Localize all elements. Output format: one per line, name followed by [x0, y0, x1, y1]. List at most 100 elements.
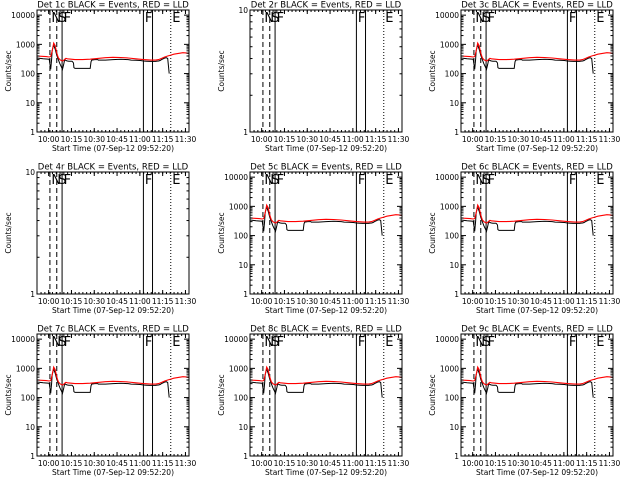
plot-area: NSFFE	[461, 334, 613, 456]
y-tick-label: 10000	[435, 335, 459, 344]
y-tick-label: 10	[25, 423, 35, 432]
x-tick-label: 10:30	[507, 135, 529, 144]
panel-title: Det 3c BLACK = Events, RED = LLD	[461, 1, 613, 11]
marker-label: E	[596, 173, 604, 188]
panel-7: Det 7c BLACK = Events, RED = LLDNSFFE10:…	[4, 325, 196, 478]
y-tick-label: 100	[445, 394, 460, 403]
events-series-line	[37, 367, 170, 398]
x-tick-label: 10:15	[485, 459, 507, 468]
y-tick-label: 10000	[224, 335, 248, 344]
marker-label: F	[569, 335, 576, 350]
x-tick-label: 11:00	[553, 135, 575, 144]
panel-8: Det 8c BLACK = Events, RED = LLDNSFFE10:…	[217, 325, 409, 478]
x-tick-label: 10:15	[274, 297, 296, 306]
x-tick-label: 11:15	[152, 297, 174, 306]
x-tick-label: 11:30	[599, 135, 621, 144]
x-tick-label: 11:00	[129, 135, 151, 144]
y-axis-label: Counts/sec	[4, 374, 13, 415]
panel-title: Det 7c BLACK = Events, RED = LLD	[37, 325, 189, 335]
plot-frame	[249, 9, 403, 133]
x-tick-label: 10:00	[38, 459, 60, 468]
x-tick-label: 10:00	[251, 459, 273, 468]
marker-label: F	[569, 11, 576, 26]
marker-label: F	[277, 11, 284, 26]
y-tick-label: 1	[30, 290, 35, 299]
x-tick-label: 11:15	[576, 459, 598, 468]
y-tick-label: 1	[454, 452, 459, 461]
x-tick-label: 11:30	[599, 459, 621, 468]
marker-label: F	[358, 335, 365, 350]
y-tick-label: 10	[25, 168, 35, 177]
x-tick-label: 10:45	[530, 135, 552, 144]
plot-area: NSFFE	[37, 10, 189, 132]
y-tick-label: 10	[449, 423, 459, 432]
y-tick-label: 10	[238, 261, 248, 270]
lld-series-line	[37, 365, 189, 386]
x-tick-label: 10:30	[83, 459, 105, 468]
lld-series-line	[461, 203, 613, 224]
marker-label: F	[277, 173, 284, 188]
x-axis-label: Start Time (07-Sep-12 09:52:20)	[265, 144, 387, 153]
x-tick-label: 10:00	[251, 135, 273, 144]
x-axis-label: Start Time (07-Sep-12 09:52:20)	[476, 306, 598, 315]
plot-area: NSFFE	[250, 334, 402, 456]
y-tick-label: 10000	[435, 173, 459, 182]
x-tick-label: 10:15	[61, 459, 83, 468]
plot-frame	[36, 333, 190, 457]
y-tick-label: 1000	[440, 202, 459, 211]
panel-title: Det 9c BLACK = Events, RED = LLD	[461, 325, 613, 335]
y-tick-label: 1	[30, 452, 35, 461]
x-tick-label: 11:30	[175, 135, 197, 144]
y-tick-label: 1	[454, 128, 459, 137]
panel-title: Det 5c BLACK = Events, RED = LLD	[250, 163, 402, 173]
panel-title: Det 4r BLACK = Events, RED = LLD	[38, 163, 189, 173]
y-tick-label: 100	[21, 70, 36, 79]
y-axis-label: Counts/sec	[217, 50, 226, 91]
x-tick-label: 11:30	[599, 297, 621, 306]
plot-frame	[36, 9, 190, 133]
panel-2: Det 2r BLACK = Events, RED = LLDNSFFE10:…	[217, 1, 409, 154]
y-tick-label: 10	[25, 99, 35, 108]
panel-title: Det 1c BLACK = Events, RED = LLD	[37, 1, 189, 11]
x-tick-label: 10:15	[274, 135, 296, 144]
x-tick-label: 11:15	[152, 459, 174, 468]
x-axis-label: Start Time (07-Sep-12 09:52:20)	[476, 144, 598, 153]
x-tick-label: 11:15	[365, 459, 387, 468]
y-tick-label: 1	[30, 128, 35, 137]
y-axis-label: Counts/sec	[4, 212, 13, 253]
x-tick-label: 10:00	[462, 135, 484, 144]
events-series-line	[461, 205, 594, 236]
x-tick-label: 10:45	[106, 297, 128, 306]
x-tick-label: 11:30	[175, 297, 197, 306]
plot-area: NSFFE	[250, 172, 402, 294]
marker-label: E	[385, 11, 393, 26]
marker-label: F	[145, 335, 152, 350]
x-tick-label: 10:00	[38, 297, 60, 306]
x-tick-label: 10:45	[319, 459, 341, 468]
marker-label: F	[569, 173, 576, 188]
x-tick-label: 11:15	[576, 297, 598, 306]
plot-frame	[249, 171, 403, 295]
lld-series-line	[461, 41, 613, 62]
x-tick-label: 11:30	[388, 297, 410, 306]
marker-label: F	[358, 11, 365, 26]
y-tick-label: 10	[449, 261, 459, 270]
y-axis-label: Counts/sec	[428, 374, 437, 415]
marker-label: F	[145, 11, 152, 26]
y-tick-label: 1000	[16, 40, 35, 49]
marker-label: F	[64, 173, 71, 188]
y-tick-label: 1	[243, 290, 248, 299]
x-tick-label: 11:30	[175, 459, 197, 468]
y-tick-label: 100	[445, 70, 460, 79]
events-series-line	[461, 367, 594, 398]
marker-label: E	[172, 335, 180, 350]
x-tick-label: 10:30	[296, 135, 318, 144]
y-axis-label: Counts/sec	[217, 374, 226, 415]
y-tick-label: 1000	[440, 40, 459, 49]
y-tick-label: 100	[234, 232, 249, 241]
x-tick-label: 10:00	[462, 459, 484, 468]
x-tick-label: 10:00	[462, 297, 484, 306]
x-tick-label: 11:00	[129, 459, 151, 468]
marker-label: F	[488, 173, 495, 188]
x-tick-label: 10:15	[61, 135, 83, 144]
